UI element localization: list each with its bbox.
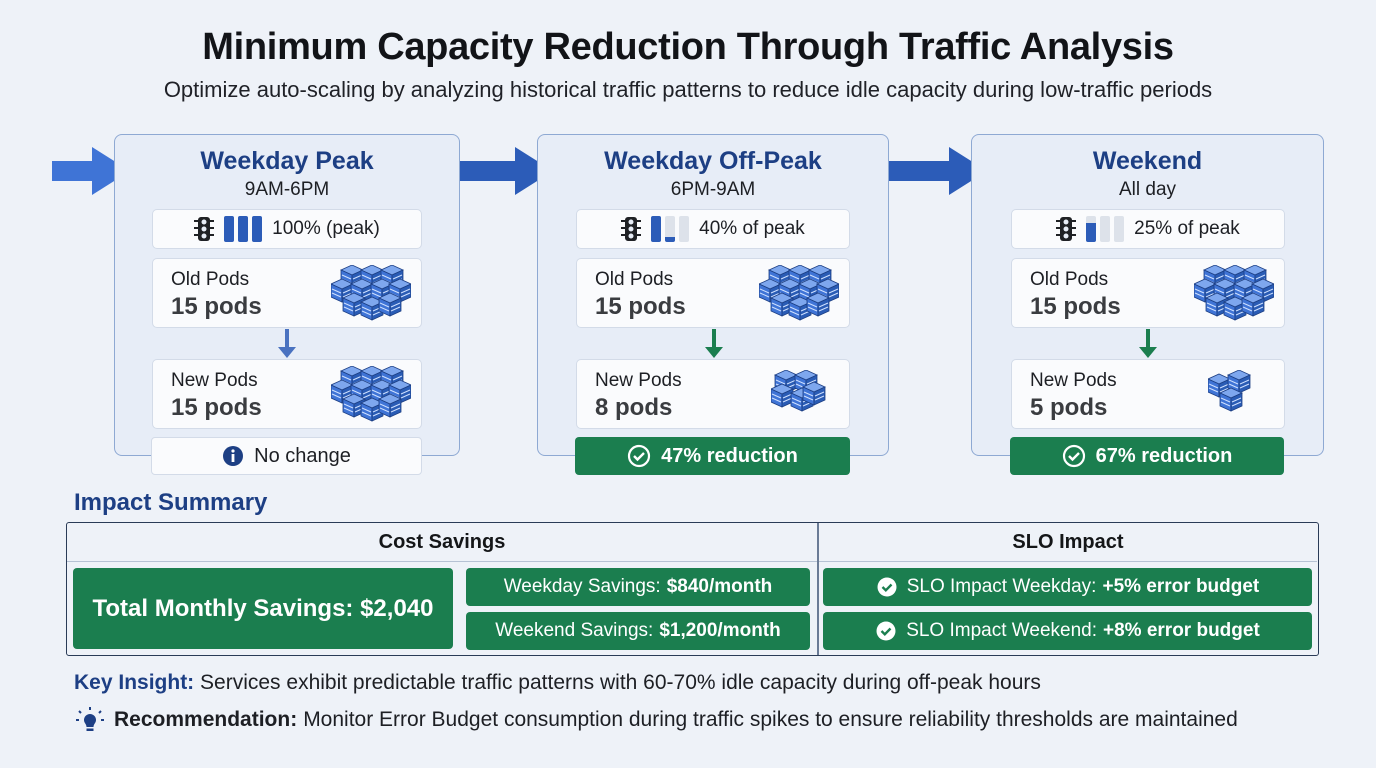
slo-weekend-label: SLO Impact Weekend: [906,620,1097,641]
old-pods-count: 15 pods [595,293,686,320]
total-monthly-savings: Total Monthly Savings: $2,040 [73,568,453,649]
stage-title: Weekday Peak [200,147,374,175]
traffic-bars [1086,216,1125,242]
result-text: 67% reduction [1095,444,1233,467]
stage-time: 9AM-6PM [244,179,330,200]
weekend-savings-label: Weekend Savings: [495,620,654,641]
check-circle-icon [1062,444,1085,468]
new-pods-label: New Pods [595,370,682,391]
old-pods: Old Pods 15 pods [1011,258,1285,328]
old-pods: Old Pods 15 pods [152,258,422,328]
weekday-savings: Weekday Savings: $840/month [466,568,810,606]
traffic-label: 40% of peak [699,218,805,239]
slo-weekend-value: +8% error budget [1103,620,1260,641]
key-insight-label: Key Insight: [74,671,195,694]
recommendation: Recommendation: Monitor Error Budget con… [74,706,1238,734]
traffic-level: 40% of peak [576,209,850,249]
traffic-light-icon [621,217,642,241]
down-arrow-icon [1139,329,1157,358]
traffic-level: 25% of peak [1011,209,1285,249]
slo-impact-weekend: SLO Impact Weekend: +8% error budget [823,612,1312,650]
slo-impact-header: SLO Impact [1012,531,1124,553]
flow-arrow-2 [889,147,987,195]
page-title: Minimum Capacity Reduction Through Traff… [202,26,1174,68]
traffic-light-icon [1056,217,1077,241]
result-text: 47% reduction [661,444,798,467]
traffic-label: 100% (peak) [272,218,380,239]
cost-savings-header: Cost Savings [378,531,506,553]
slo-weekday-label: SLO Impact Weekday: [906,576,1097,597]
new-pods-label: New Pods [1030,370,1117,391]
stage-card-weekend: Weekend All day 25% of peak Old Pods 15 … [971,134,1324,456]
weekday-savings-label: Weekday Savings: [503,576,661,597]
weekday-savings-value: $840/month [666,576,773,597]
server-stack-icon [1194,265,1274,321]
old-pods: Old Pods 15 pods [576,258,850,328]
result-badge: 47% reduction [575,437,850,475]
server-stack-icon [771,370,826,412]
stage-card-weekday-peak: Weekday Peak 9AM-6PM 100% (peak) Old Pod… [114,134,460,456]
recommendation-text: Monitor Error Budget consumption during … [303,708,1238,731]
column-divider [817,523,819,655]
down-arrow-icon [278,329,296,358]
new-pods: New Pods 8 pods [576,359,850,429]
stage-time: All day [1118,179,1177,200]
header-divider [67,561,1317,562]
traffic-light-icon [194,217,215,241]
key-insight-text: Services exhibit predictable traffic pat… [200,671,1041,694]
impact-summary-title: Impact Summary [74,489,268,516]
traffic-bars [224,216,263,242]
server-stack-icon [1208,370,1251,412]
result-text: No change [254,444,351,467]
weekend-savings-value: $1,200/month [659,620,781,641]
check-circle-icon [876,621,896,641]
impact-summary-panel: Cost Savings SLO Impact Total Monthly Sa… [66,522,1319,656]
flow-arrow-in [52,147,130,195]
traffic-bars [651,216,690,242]
slo-weekday-value: +5% error budget [1102,576,1260,597]
result-badge: 67% reduction [1010,437,1284,475]
new-pods-count: 15 pods [171,394,262,421]
new-pods: New Pods 5 pods [1011,359,1285,429]
flow-arrow-1 [459,147,553,195]
new-pods-count: 8 pods [595,394,673,421]
stage-title: Weekday Off-Peak [604,147,822,175]
stage-title: Weekend [1092,147,1203,175]
page-subtitle: Optimize auto-scaling by analyzing histo… [163,77,1213,102]
old-pods-count: 15 pods [171,293,262,320]
check-circle-icon [877,577,897,597]
weekend-savings: Weekend Savings: $1,200/month [466,612,810,650]
new-pods-count: 5 pods [1030,394,1108,421]
old-pods-count: 15 pods [1030,293,1121,320]
old-pods-label: Old Pods [595,269,674,290]
new-pods: New Pods 15 pods [152,359,422,429]
old-pods-label: Old Pods [1030,269,1109,290]
info-icon [223,446,244,466]
traffic-label: 25% of peak [1134,218,1240,239]
stage-time: 6PM-9AM [670,179,756,200]
server-stack-icon [331,265,411,321]
key-insight: Key Insight: Services exhibit predictabl… [74,671,1041,695]
traffic-level: 100% (peak) [152,209,422,249]
server-stack-icon [759,265,839,321]
check-circle-icon [628,444,651,468]
recommendation-label: Recommendation: [114,708,298,731]
lightbulb-icon [76,707,104,731]
result-badge: No change [151,437,422,475]
slo-impact-weekday: SLO Impact Weekday: +5% error budget [823,568,1312,606]
old-pods-label: Old Pods [171,269,250,290]
new-pods-label: New Pods [171,370,258,391]
stage-card-weekday-off-peak: Weekday Off-Peak 6PM-9AM 40% of peak Old… [537,134,889,456]
server-stack-icon [331,366,411,422]
down-arrow-icon [705,329,723,358]
